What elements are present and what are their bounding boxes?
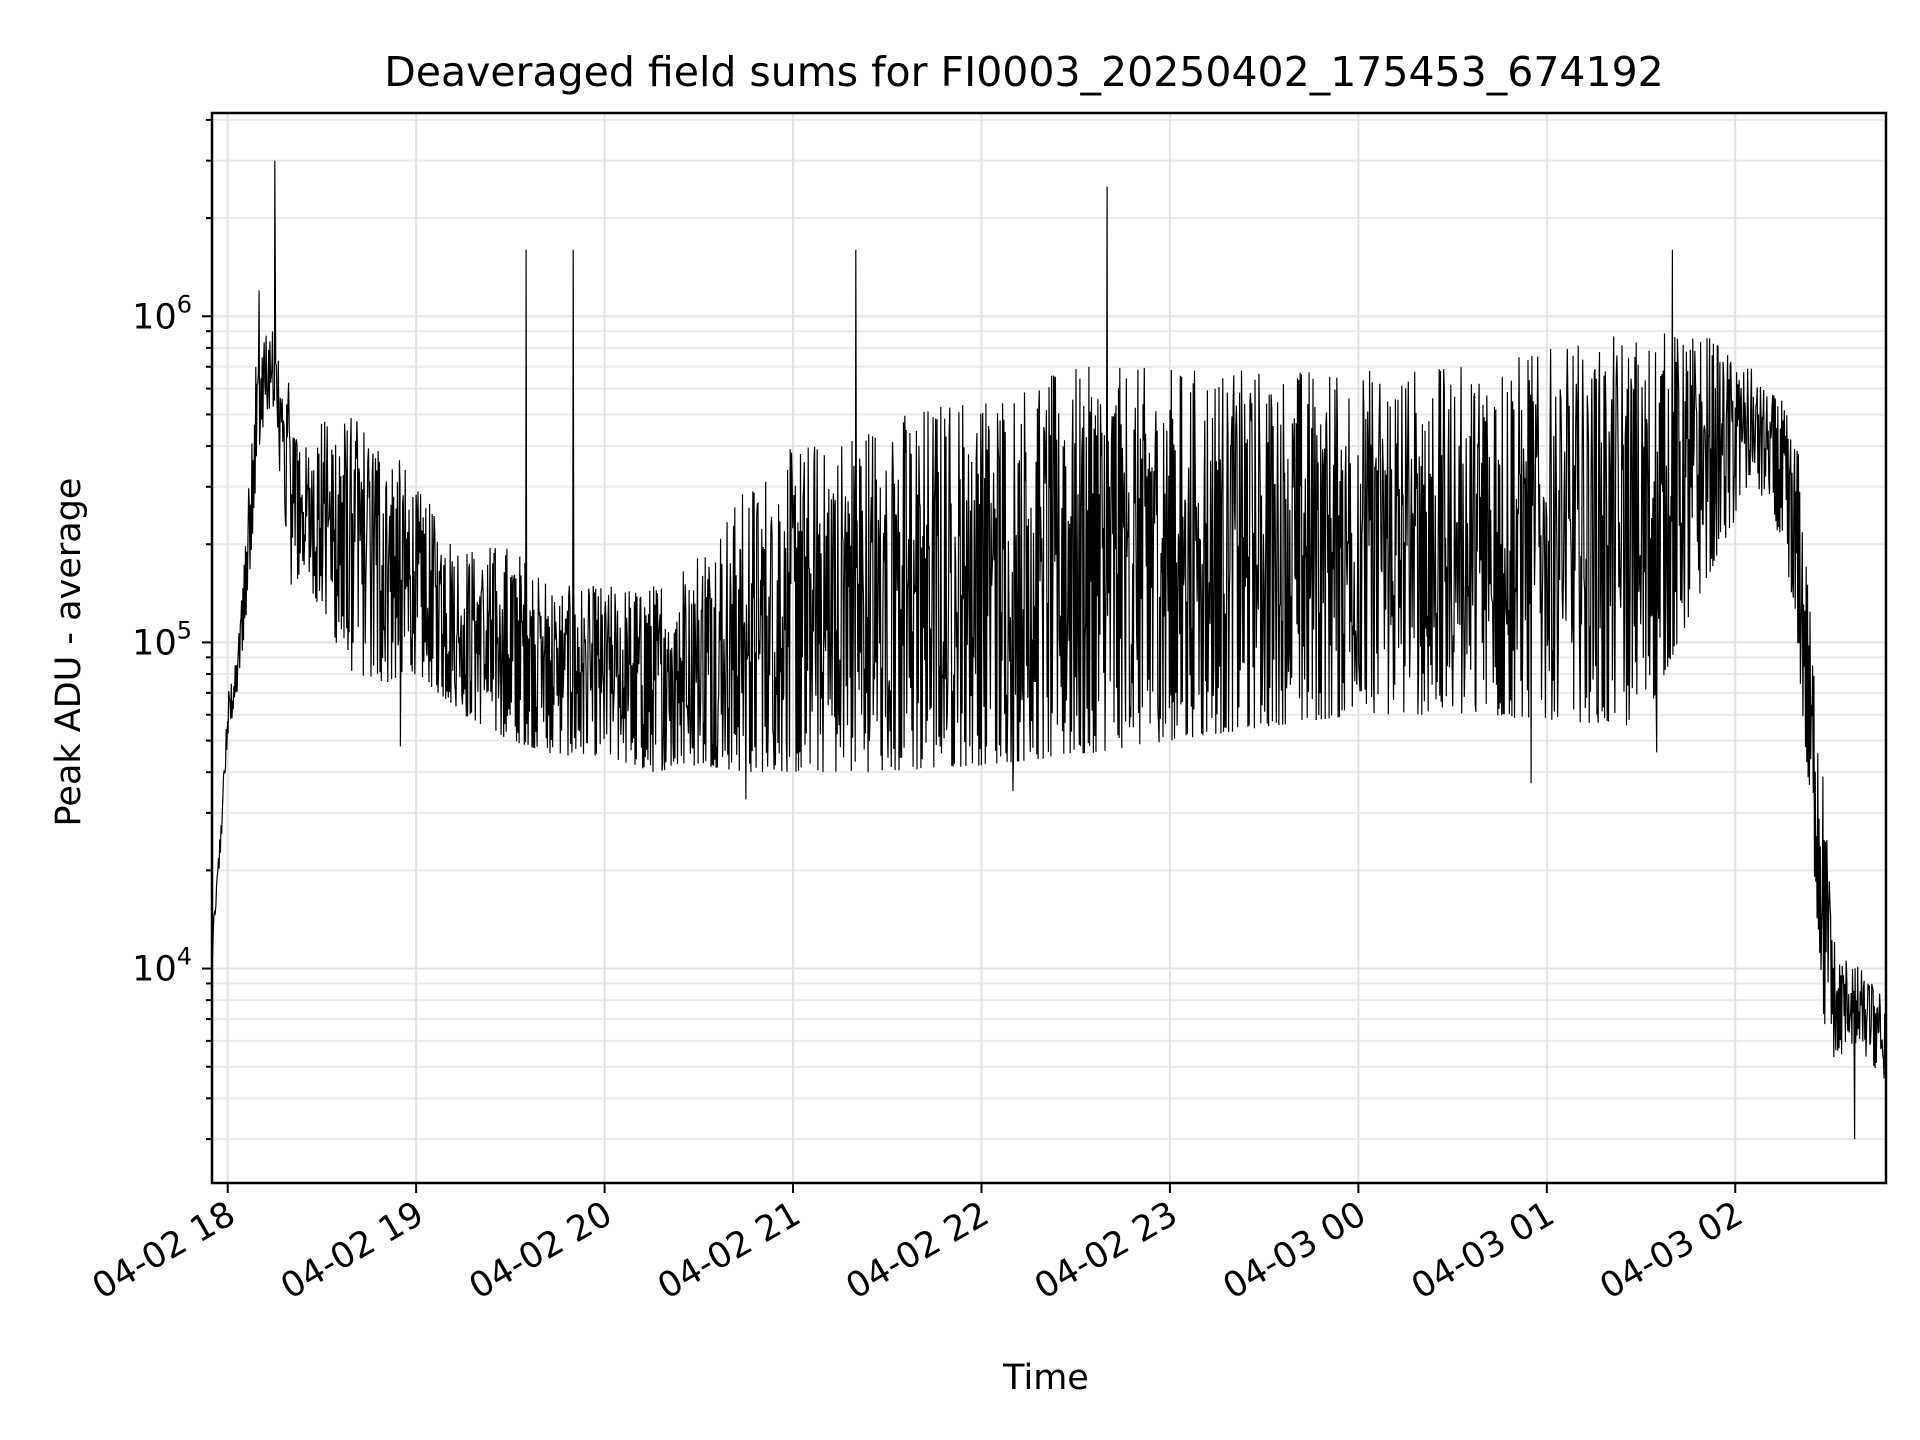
x-axis-label: Time bbox=[1002, 1358, 1089, 1398]
x-tick-label: 04-02 20 bbox=[463, 1194, 619, 1307]
x-tick-label: 04-02 22 bbox=[840, 1194, 996, 1307]
x-tick-label: 04-03 00 bbox=[1217, 1194, 1373, 1307]
x-tick-label: 04-03 02 bbox=[1593, 1194, 1749, 1307]
y-tick-label: 105 bbox=[132, 616, 192, 663]
y-tick-label: 104 bbox=[132, 943, 192, 990]
x-tick-label: 04-03 01 bbox=[1405, 1194, 1561, 1307]
y-axis-label: Peak ADU - average bbox=[49, 478, 89, 827]
plot-frame bbox=[210, 111, 1888, 1185]
series-line bbox=[211, 160, 1887, 1140]
series-line-group bbox=[211, 160, 1887, 1140]
y-tick-label: 106 bbox=[132, 290, 192, 337]
x-tick-label: 04-02 21 bbox=[651, 1194, 807, 1307]
x-tick-label: 04-02 19 bbox=[274, 1194, 430, 1307]
x-tick-label: 04-02 18 bbox=[86, 1194, 242, 1307]
x-tick-label: 04-02 23 bbox=[1028, 1194, 1184, 1307]
chart-title: Deaveraged field sums for FI0003_2025040… bbox=[384, 48, 1664, 96]
